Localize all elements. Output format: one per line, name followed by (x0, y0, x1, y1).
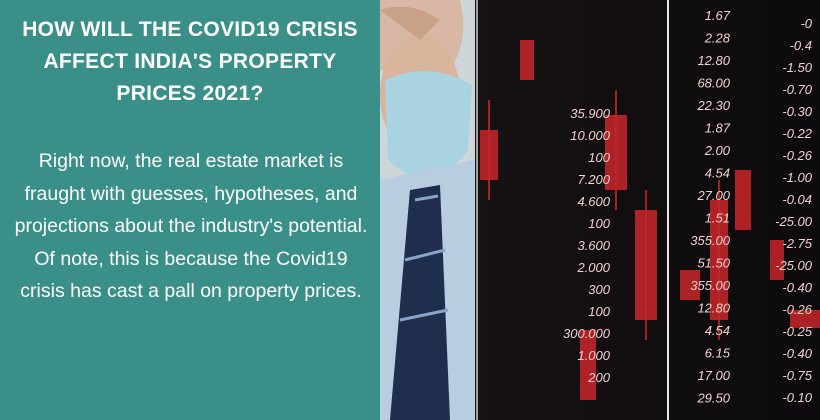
ticker-value: -0 (800, 16, 812, 31)
ticker-value: 51.50 (697, 256, 730, 271)
ticker-value: 2.000 (576, 260, 610, 275)
ticker-value: 4.600 (577, 194, 610, 209)
person (380, 0, 475, 420)
candles (480, 40, 820, 400)
title: HOW WILL THE COVID19 CRISIS AFFECT INDIA… (22, 18, 358, 105)
ticker-value: -2.75 (782, 236, 812, 251)
ticker-value: 100 (588, 304, 610, 319)
ticker: 35.900 10.000 100 7.200 4.600 100 3.600 2.000 30… (563, 8, 813, 406)
ticker-value: 2.00 (704, 143, 731, 158)
ticker-value: 100 (588, 150, 610, 165)
photo: 35.900 10.000 100 7.200 4.600 100 3.600 2.000 30… (380, 0, 820, 420)
ticker-value: 68.00 (697, 76, 730, 91)
ticker-value: -0.25 (782, 324, 812, 339)
ticker-value: 7.200 (577, 172, 610, 187)
body-text: Right now, the real estate market is fra… (14, 150, 368, 302)
ticker-value: 12.80 (697, 53, 730, 68)
ticker-value: -0.26 (782, 302, 812, 317)
wicks (488, 90, 720, 340)
ticker-value: -1.00 (782, 170, 812, 185)
ticker-value: -0.40 (782, 346, 812, 361)
ticker-value: 12.80 (697, 301, 730, 316)
ticker-value: -25.00 (775, 214, 813, 229)
ticker-value: -0.04 (782, 192, 812, 207)
ticker-value: -1.50 (782, 60, 812, 75)
ticker-value: 10.000 (570, 128, 611, 143)
ticker-value: 100 (588, 216, 610, 231)
ticker-value: -0.4 (790, 38, 812, 53)
ticker-value: -0.22 (782, 126, 812, 141)
ticker-value: 200 (587, 370, 610, 385)
ticker-value: -0.70 (782, 82, 812, 97)
ticker-value: 1.51 (705, 211, 730, 226)
ticker-value: 4.54 (705, 323, 730, 338)
ticker-value: 22.30 (696, 98, 730, 113)
ticker-value: 355.00 (690, 233, 731, 248)
ticker-value: -0.40 (782, 280, 812, 295)
text-panel: HOW WILL THE COVID19 CRISIS AFFECT INDIA… (0, 0, 380, 420)
ticker-value: 3.600 (577, 238, 610, 253)
ticker-value: 355.00 (690, 278, 731, 293)
ticker-value: -0.75 (782, 368, 812, 383)
ticker-value: 300.000 (563, 326, 611, 341)
ticker-value: 29.50 (696, 391, 730, 406)
ticker-value: 17.00 (697, 368, 730, 383)
ticker-value: 4.54 (705, 166, 730, 181)
ticker-value: 6.15 (705, 346, 731, 361)
ticker-value: 1.000 (577, 348, 610, 363)
ticker-value: -0.30 (782, 104, 812, 119)
ticker-value: 27.00 (696, 188, 730, 203)
ticker-value: 2.28 (704, 31, 731, 46)
ticker-value: 1.87 (705, 121, 731, 136)
ticker-value: -0.10 (782, 390, 812, 405)
ticker-value: 35.900 (570, 106, 611, 121)
ticker-value: -25.00 (775, 258, 813, 273)
ticker-value: -0.26 (782, 148, 812, 163)
ticker-value: 300 (588, 282, 610, 297)
ticker-value: 1.67 (705, 8, 731, 23)
